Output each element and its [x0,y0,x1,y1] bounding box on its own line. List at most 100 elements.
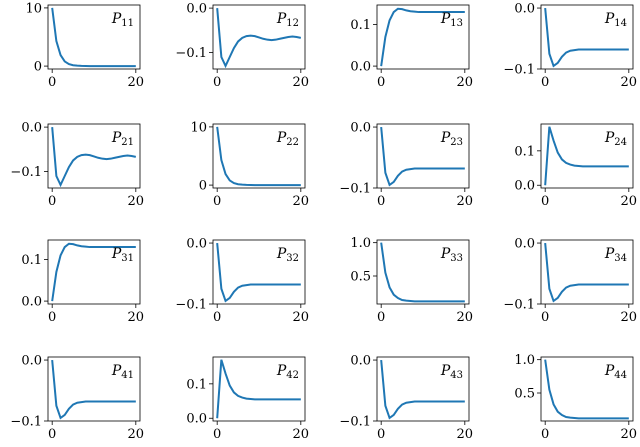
label-sub: 14 [614,18,627,29]
y-tick-label: 0.5 [350,270,371,285]
x-tick-label: 0 [213,75,221,90]
subplot-label: P43 [440,363,463,381]
y-tick-label: 0.5 [514,387,535,402]
subplot: 0 20 −0.1 0.0 P21 [10,121,144,209]
y-tick-label: −0.1 [503,63,535,78]
subplot: 0 20 0 10 P22 [190,120,309,209]
line-series [544,359,629,420]
x-tick-label: 20 [293,427,310,442]
x-tick-label: 20 [457,194,474,209]
subplot-label: P12 [276,11,299,29]
line-series [51,242,136,302]
label-main: P [440,11,451,27]
line-series [544,242,629,303]
label-main: P [604,11,615,27]
axes-frame [376,356,470,422]
label-main: P [111,363,122,379]
label-sub: 33 [450,253,463,264]
x-tick-label: 20 [621,427,638,442]
x-tick-label: 20 [457,310,474,325]
subplot: 0 20 −0.1 0.0 P41 [10,354,144,442]
x-tick-label: 20 [128,310,145,325]
subplot: 0 20 0 10 P11 [25,1,144,90]
label-main: P [604,130,615,146]
x-tick-label: 20 [293,75,310,90]
x-tick-label: 0 [48,427,56,442]
line-series [216,126,301,187]
label-main: P [111,246,122,262]
subplot-label: P34 [604,246,627,264]
y-tick-label: 0 [34,60,42,75]
label-sub: 23 [450,137,463,148]
x-tick-label: 0 [213,427,221,442]
line-series [216,8,302,69]
y-tick-label: 0.1 [350,18,371,33]
subplot-label: P32 [276,246,299,264]
y-tick-label: 10 [25,1,42,16]
y-tick-label: 0.0 [350,121,371,136]
subplot-label: P31 [111,246,134,264]
y-tick-label: 0 [199,179,207,194]
subplot: 0 20 −0.1 0.0 P34 [503,237,637,325]
x-tick-label: 20 [621,194,638,209]
subplot: 0 20 −0.1 0.0 P43 [339,354,473,442]
y-tick-label: 0.1 [21,253,42,268]
x-tick-label: 0 [213,194,221,209]
label-sub: 41 [121,370,134,381]
x-tick-label: 0 [377,194,385,209]
y-tick-label: −0.1 [10,415,42,430]
label-sub: 31 [121,253,134,264]
y-tick-label: 1.0 [350,236,371,251]
line-series [544,126,629,186]
label-main: P [276,11,287,27]
x-tick-label: 20 [293,310,310,325]
subplot-label: P14 [604,11,627,29]
line-series [51,127,137,188]
x-tick-label: 20 [128,427,145,442]
line-series [216,242,301,303]
line-series [380,359,465,420]
x-tick-label: 0 [377,75,385,90]
label-main: P [604,246,615,262]
subplot: 0 20 0.0 0.1 P42 [186,356,310,442]
axes-frame [212,4,306,70]
axes-frame [540,239,634,305]
y-tick-label: 0.0 [21,295,42,310]
x-tick-label: 20 [621,75,638,90]
axes-frame [376,239,470,305]
subplot-label: P24 [604,130,627,148]
line-series [380,242,465,303]
y-tick-label: 0.0 [514,2,535,17]
x-tick-label: 20 [621,310,638,325]
y-tick-label: −0.1 [10,165,42,180]
x-tick-label: 0 [541,194,549,209]
x-tick-label: 20 [128,194,145,209]
y-tick-label: 0.0 [186,412,207,427]
line-series [216,359,301,419]
label-sub: 24 [614,137,627,148]
line-series [51,7,136,68]
x-tick-label: 0 [48,194,56,209]
axes-frame [47,123,141,189]
subplot-label: P11 [111,11,134,29]
y-tick-label: −0.1 [503,298,535,313]
axes-frame [47,239,141,305]
subplot-label: P41 [111,363,134,381]
x-tick-label: 0 [48,310,56,325]
subplot: 0 20 −0.1 0.0 P32 [175,237,309,325]
y-tick-label: 0.1 [514,144,535,159]
label-sub: 42 [286,370,299,381]
x-tick-label: 20 [457,75,474,90]
label-main: P [276,363,287,379]
x-tick-label: 0 [48,75,56,90]
y-tick-label: 1.0 [514,353,535,368]
x-tick-label: 0 [377,427,385,442]
label-main: P [440,363,451,379]
y-tick-label: 0.0 [350,60,371,75]
subplot-label: P22 [276,130,299,148]
subplot-label: P44 [604,363,627,381]
label-sub: 11 [121,18,134,29]
label-main: P [440,246,451,262]
axes-frame [376,123,470,189]
label-main: P [276,130,287,146]
